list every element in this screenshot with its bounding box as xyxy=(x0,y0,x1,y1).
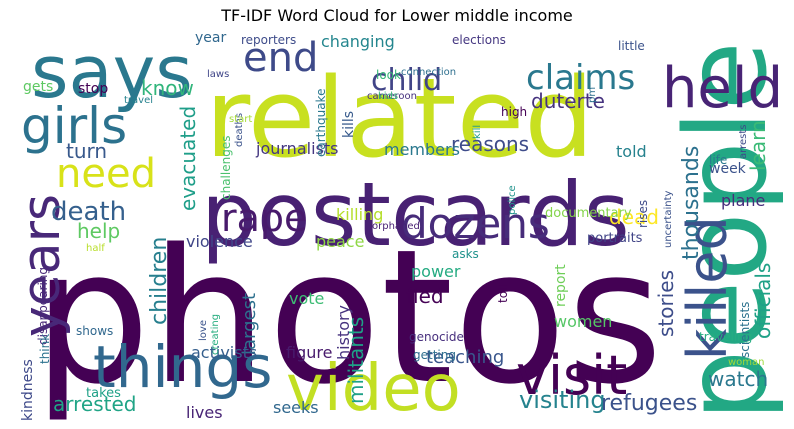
cloud-word-laws: laws xyxy=(207,69,230,80)
word-cloud: photos related postcards people says video hel… xyxy=(11,31,783,421)
cloud-word-pm: pm xyxy=(587,86,598,103)
cloud-word-related: related xyxy=(205,54,595,182)
cloud-word-scientists: scientists xyxy=(738,301,752,358)
cloud-word-little: little xyxy=(618,39,645,53)
cloud-word-rises: rises xyxy=(636,199,650,228)
cloud-word-toll: toll xyxy=(496,284,510,303)
cloud-word-gets: gets xyxy=(23,79,54,95)
cloud-word-lives: lives xyxy=(186,403,223,421)
cloud-word-uncertainty: uncertainty xyxy=(663,190,674,248)
cloud-word-plane: plane xyxy=(721,191,766,210)
cloud-word-video: video xyxy=(286,352,461,421)
cloud-word-dozens: dozens xyxy=(401,199,550,248)
cloud-word-claims: claims xyxy=(526,58,636,98)
cloud-word-takes: takes xyxy=(86,386,121,401)
cloud-word-postcards: postcards xyxy=(201,163,630,266)
cloud-word-look: look xyxy=(376,68,401,82)
cloud-word-need: need xyxy=(56,151,156,197)
cloud-word-vote: vote xyxy=(289,289,325,308)
cloud-word-report: report xyxy=(553,264,569,308)
cloud-word-shows: shows xyxy=(76,324,114,338)
cloud-word-end: end xyxy=(243,35,319,81)
cloud-word-duterte: duterte xyxy=(531,89,605,113)
cloud-word-violence: violence xyxy=(186,232,253,251)
cloud-word-history: history xyxy=(334,305,353,361)
cloud-word-women: women xyxy=(554,312,613,331)
cloud-word-help: help xyxy=(77,219,121,243)
cloud-word-officials: officials xyxy=(751,262,775,339)
cloud-word-kills: kills xyxy=(341,110,357,138)
cloud-word-arrested: arrested xyxy=(53,392,137,416)
cloud-word-week: week xyxy=(709,161,746,177)
cloud-word-life: life xyxy=(709,153,728,167)
cloud-word-visit: visit xyxy=(516,344,628,407)
cloud-word-challenges: challenges xyxy=(219,135,233,200)
cloud-word-know: know xyxy=(141,76,194,100)
cloud-word-members: members xyxy=(384,140,460,159)
cloud-word-police: police xyxy=(507,185,518,215)
cloud-word-says: says xyxy=(31,31,193,114)
cloud-word-kids: kids xyxy=(378,91,399,102)
cloud-word-stop: stop xyxy=(78,81,109,97)
cloud-word-documentary: documentary xyxy=(545,206,632,221)
cloud-word-kill: kill xyxy=(472,124,483,139)
cloud-word-stories: stories xyxy=(654,269,678,337)
cloud-word-orphaned: orphaned xyxy=(372,221,420,232)
cloud-word-earthquake: earthquake xyxy=(314,88,328,157)
cloud-word-peace: peace xyxy=(316,232,365,251)
cloud-word-reporters: reporters xyxy=(241,33,297,47)
cloud-word-girls: girls xyxy=(21,97,128,155)
cloud-word-things: things xyxy=(93,333,273,401)
cloud-word-teaching: teaching xyxy=(426,347,505,368)
cloud-word-traveling: traveling xyxy=(699,330,753,344)
cloud-word-getting: getting xyxy=(413,348,456,362)
cloud-word-dead: dead xyxy=(609,205,659,229)
cloud-word-seeks: seeks xyxy=(273,398,319,417)
cloud-word-evacuated: evacuated xyxy=(176,105,200,211)
cloud-word-photos: photos xyxy=(33,209,663,421)
cloud-word-changing: changing xyxy=(321,32,395,51)
cloud-word-refugees: refugees xyxy=(601,391,698,416)
cloud-word-reasons: reasons xyxy=(451,132,530,156)
cloud-word-arrests: arrests xyxy=(738,124,749,159)
cloud-word-turn: turn xyxy=(66,139,108,163)
cloud-word-child: child xyxy=(371,63,443,98)
cloud-word-high: high xyxy=(501,105,528,119)
cloud-word-told: told xyxy=(616,142,647,161)
cloud-word-connection: connection xyxy=(401,67,457,78)
cloud-word-elections: elections xyxy=(452,33,506,47)
cloud-word-travel: travel xyxy=(124,95,154,106)
cloud-word-asks: asks xyxy=(452,247,479,261)
cloud-word-kindness: kindness xyxy=(20,359,36,421)
cloud-word-power: power xyxy=(411,262,461,281)
cloud-word-love: love xyxy=(198,320,209,341)
cloud-word-fled: fled xyxy=(406,284,444,308)
page-title: TF-IDF Word Cloud for Lower middle incom… xyxy=(221,6,573,25)
cloud-word-thousands: thousands xyxy=(679,145,704,260)
cloud-word-woman: woman xyxy=(728,357,765,368)
cloud-word-cameroon: cameroon xyxy=(367,91,417,102)
cloud-word-half: half xyxy=(86,243,105,254)
cloud-word-death: death xyxy=(51,197,127,227)
cloud-word-rape: rape xyxy=(221,196,308,240)
cloud-word-think: think xyxy=(38,333,52,364)
cloud-word-creating: creating xyxy=(210,313,221,355)
cloud-word-genocide: genocide xyxy=(409,330,464,344)
cloud-word-killing: killing xyxy=(336,205,384,224)
cloud-word-held: held xyxy=(661,56,783,121)
cloud-word-children: children xyxy=(147,236,172,325)
cloud-word-visiting: visiting xyxy=(519,386,606,414)
cloud-word-learn: learn xyxy=(746,120,770,171)
cloud-word-journalists: journalists xyxy=(256,139,339,158)
cloud-word-start: start xyxy=(229,114,253,125)
cloud-word-portraits: portraits xyxy=(587,231,643,246)
cloud-word-watch: watch xyxy=(708,367,769,391)
cloud-word-year: year xyxy=(195,31,227,46)
cloud-word-figure: figure xyxy=(286,343,333,362)
cloud-word-activists: activists xyxy=(191,343,258,362)
